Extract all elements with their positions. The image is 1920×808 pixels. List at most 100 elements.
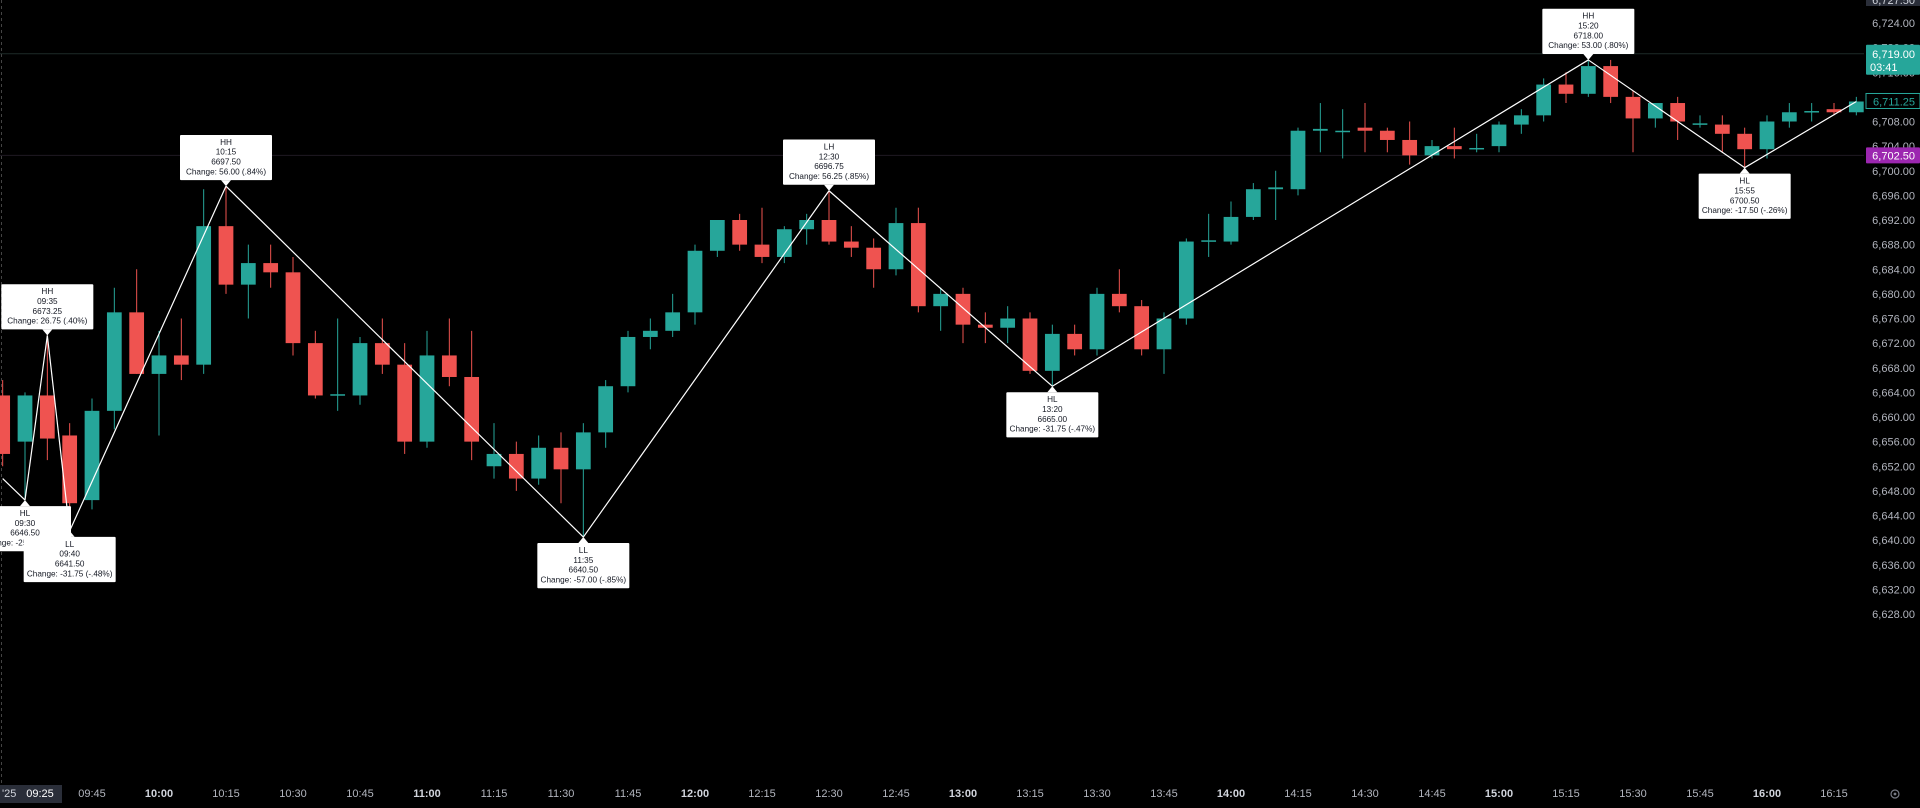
price-tick-label: 6,676.00 <box>1872 314 1915 326</box>
time-axis[interactable]: 09:45 10:00 10:15 10:30 10:45 11:00 11:15 11:30… <box>0 784 1920 803</box>
pivot-label-pointer <box>20 500 30 507</box>
candle-body <box>620 336 636 387</box>
price-tick-label: 6,680.00 <box>1872 289 1915 301</box>
candle-body <box>1178 241 1194 319</box>
candle-body <box>330 394 346 396</box>
time-axis-bg <box>0 784 1920 803</box>
candle-body <box>665 312 681 331</box>
candle-body <box>1089 293 1105 350</box>
price-tick-label: 6,644.00 <box>1872 511 1915 523</box>
pivot-label-pointer <box>64 530 75 537</box>
candle-body <box>508 453 524 479</box>
candle-body <box>106 312 122 411</box>
candle-body <box>39 395 55 439</box>
candle-body <box>441 355 457 377</box>
price-tick-label: 6,724.00 <box>1872 18 1915 30</box>
candle-body <box>151 355 167 374</box>
zigzag-segment <box>225 185 584 538</box>
time-tick-label: 11:15 <box>481 788 508 800</box>
candle-body <box>1848 101 1864 113</box>
candle-body <box>575 432 591 470</box>
candle-body <box>1245 189 1261 217</box>
price-tick-label: 6,692.00 <box>1872 215 1915 227</box>
zigzag-segment <box>24 335 48 501</box>
pivot-label-text: Change: -31.75 (-.47%) <box>1010 425 1096 434</box>
zigzag-segment <box>582 190 830 538</box>
price-axis[interactable]: 6,724.006,720.006,716.006,712.006,708.00… <box>1864 0 1920 803</box>
candle-body <box>285 272 301 344</box>
pivot-label-text: 6697.50 <box>211 158 241 167</box>
candle-body <box>1379 130 1395 140</box>
candle-body <box>1268 187 1284 190</box>
price-tick-label: 6,632.00 <box>1872 584 1915 596</box>
pivot-label-text: 13:20 <box>1042 405 1063 414</box>
candle-body <box>776 229 792 257</box>
pivot-label-text: HL <box>1739 177 1750 186</box>
candle-body <box>1000 318 1016 328</box>
pivot-label-text: HL <box>1047 395 1058 404</box>
time-tick-label: 16:15 <box>1820 788 1848 800</box>
pivot-label-text: 10:15 <box>216 148 237 157</box>
secondary-price-label: 6,711.25 <box>1873 96 1915 108</box>
candle-body <box>687 250 703 313</box>
pivot-label-text: HH <box>220 138 232 147</box>
top-cut-badge <box>1866 0 1920 6</box>
candle-body <box>1647 103 1663 119</box>
candle-body <box>0 395 11 454</box>
pivot-label-pointer <box>42 329 53 336</box>
price-tick-label: 6,696.00 <box>1872 190 1915 202</box>
pivot-label-text: 6673.25 <box>33 307 63 316</box>
pivot-label-pointer <box>221 180 231 187</box>
settings-icon-ring <box>1890 789 1900 799</box>
time-tick-label: 14:45 <box>1418 788 1446 800</box>
candle-body <box>1670 103 1686 122</box>
pivot-label-pointer <box>1583 53 1594 60</box>
candle-body <box>1223 216 1239 242</box>
time-tick-label: 12:15 <box>748 788 776 800</box>
pivot-label-text: 6646.50 <box>10 529 40 538</box>
pivot-label-pointer <box>824 184 834 191</box>
candle-body <box>464 376 480 442</box>
settings-icon[interactable] <box>1890 789 1900 799</box>
time-tick-label: 14:30 <box>1351 788 1379 800</box>
pivot-label-text: 6696.75 <box>814 162 844 171</box>
time-tick-label: 11:45 <box>615 788 642 800</box>
candle-body <box>1446 146 1462 150</box>
candle-body <box>1603 66 1619 97</box>
pivot-label-text: 6665.00 <box>1038 415 1068 424</box>
pivot-label-text: 6640.50 <box>569 566 599 575</box>
candle-body <box>910 223 926 307</box>
candle-body <box>1156 318 1172 350</box>
pivot-label-text: 12:30 <box>819 152 840 161</box>
price-tick-label: 6,700.00 <box>1872 166 1915 178</box>
price-tick-label: 6,664.00 <box>1872 387 1915 399</box>
zigzag-segment <box>1052 59 1589 387</box>
candle-body <box>1714 124 1730 134</box>
grid <box>0 0 1864 784</box>
pivot-label-text: 15:20 <box>1578 22 1599 31</box>
pivot-label-text: 09:40 <box>59 550 80 559</box>
time-tick-label: 13:00 <box>949 788 977 800</box>
price-tick-label: 6,628.00 <box>1872 609 1915 621</box>
pivot-label-text: 6700.50 <box>1730 196 1760 205</box>
candle-body <box>1491 124 1507 147</box>
pivot-label-text: 6718.00 <box>1574 31 1604 40</box>
time-tick-label: 15:00 <box>1485 788 1513 800</box>
crosshair-time-badge <box>0 785 62 803</box>
time-tick-label: 10:30 <box>279 788 307 800</box>
time-tick-label: 14:15 <box>1284 788 1312 800</box>
pivot-label-box <box>1006 392 1099 438</box>
candle-body <box>553 447 569 470</box>
price-axis-bg <box>1864 0 1920 803</box>
price-tick-label: 6,708.00 <box>1872 117 1915 129</box>
pivot-label-text: Change: 56.25 (.85%) <box>789 172 869 181</box>
candle-body <box>888 223 904 270</box>
pivot-label-box <box>23 536 116 583</box>
pivot-label-text: 6641.50 <box>55 559 85 568</box>
price-tick-label: 6,668.00 <box>1872 363 1915 375</box>
